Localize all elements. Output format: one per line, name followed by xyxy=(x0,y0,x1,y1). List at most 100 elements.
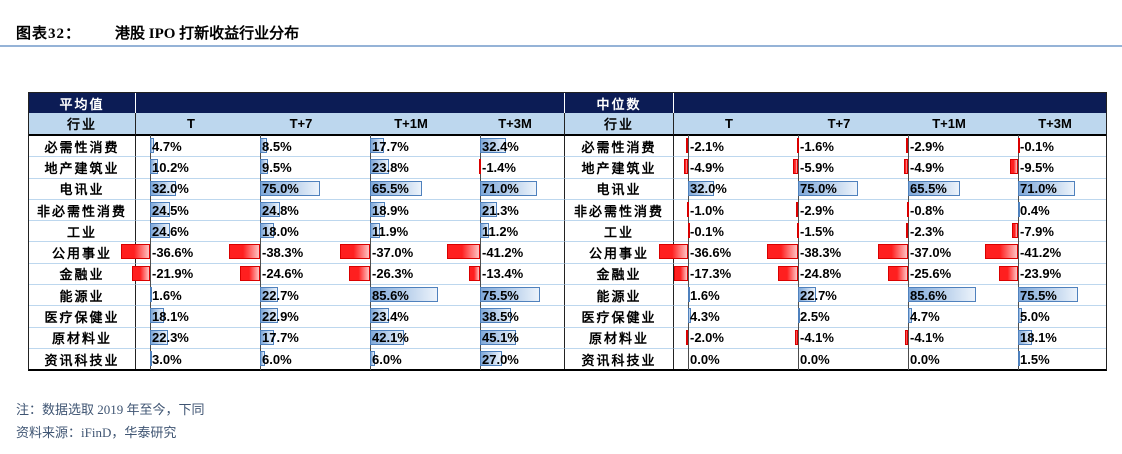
positive-data-bar xyxy=(798,308,800,324)
page-title: 港股 IPO 打新收益行业分布 xyxy=(115,26,300,42)
negative-data-bar xyxy=(907,201,910,217)
industry-cell: 医疗保健业 xyxy=(29,306,136,328)
negative-data-bar xyxy=(348,265,370,281)
value-cell: 75.0% xyxy=(246,177,356,200)
value-cell: 22.7% xyxy=(246,284,356,307)
value-label: -1.4% xyxy=(482,159,516,175)
positive-data-bar xyxy=(480,223,489,239)
negative-data-bar xyxy=(878,244,908,260)
negative-data-bar xyxy=(796,138,799,153)
positive-data-bar xyxy=(370,138,385,153)
positive-data-bar xyxy=(150,138,154,153)
value-label: 1.6% xyxy=(152,287,182,303)
negative-data-bar xyxy=(658,244,688,260)
value-label: 4.7% xyxy=(910,309,940,325)
value-label: 0.4% xyxy=(1020,202,1050,218)
value-cell: 32.0% xyxy=(136,177,246,200)
positive-data-bar xyxy=(1018,287,1079,303)
axis-line xyxy=(1018,262,1019,286)
value-cell: 4.3% xyxy=(674,305,784,328)
footnotes: 注：数据选取 2019 年至今，下同 资料来源：iFinD，华泰研究 xyxy=(16,398,205,444)
value-label: 75.0% xyxy=(262,181,299,197)
value-cell: 0.0% xyxy=(784,347,894,371)
group-header-average: 平均值 xyxy=(29,93,136,113)
column-header-t+3m: T+3M xyxy=(1004,113,1106,136)
axis-line xyxy=(908,135,909,158)
value-label: -1.5% xyxy=(800,223,834,239)
positive-data-bar xyxy=(150,287,152,303)
positive-data-bar xyxy=(370,159,390,175)
column-header-t+1m: T+1M xyxy=(356,113,466,136)
value-label: 11.2% xyxy=(482,223,519,239)
positive-data-bar xyxy=(908,308,912,324)
value-label: -2.1% xyxy=(690,138,724,154)
industry-cell: 地产建筑业 xyxy=(564,157,674,179)
exhibit-title: 图表32： 港股 IPO 打新收益行业分布 xyxy=(16,22,299,43)
value-cell: -38.3% xyxy=(229,241,356,264)
value-label: 75.5% xyxy=(482,287,519,303)
value-label: 11.9% xyxy=(372,223,409,239)
positive-data-bar xyxy=(1018,308,1022,324)
axis-line xyxy=(260,262,261,286)
value-label: 42.1% xyxy=(372,330,409,346)
axis-line xyxy=(908,220,909,243)
value-cell: -25.6% xyxy=(887,262,1004,286)
positive-data-bar xyxy=(908,287,977,303)
positive-data-bar xyxy=(370,223,380,239)
value-cell: 32.4% xyxy=(466,135,564,158)
value-label: 17.7% xyxy=(372,138,409,154)
value-label: 71.0% xyxy=(1020,181,1057,197)
positive-data-bar xyxy=(370,350,375,366)
value-label: 4.7% xyxy=(152,138,182,154)
value-cell: -2.1% xyxy=(674,135,784,158)
negative-data-bar xyxy=(1010,159,1018,175)
value-label: 23.8% xyxy=(372,159,409,175)
positive-data-bar xyxy=(1018,350,1020,366)
value-label: 65.5% xyxy=(910,181,947,197)
industry-cell: 工业 xyxy=(564,221,674,243)
value-label: 18.9% xyxy=(372,202,409,218)
positive-data-bar xyxy=(480,201,498,217)
positive-data-bar xyxy=(260,201,280,217)
positive-data-bar xyxy=(150,180,176,196)
value-cell: -21.9% xyxy=(132,262,246,286)
column-header-t+3m: T+3M xyxy=(466,113,564,136)
industry-cell: 非必需性消费 xyxy=(29,199,136,222)
positive-data-bar xyxy=(480,329,517,345)
negative-data-bar xyxy=(795,201,798,217)
value-cell: -2.9% xyxy=(784,198,894,222)
value-label: 27.0% xyxy=(482,351,519,367)
positive-data-bar xyxy=(150,308,165,324)
value-cell: -23.9% xyxy=(998,262,1106,286)
axis-line xyxy=(480,262,481,286)
negative-data-bar xyxy=(778,265,798,281)
value-label: -26.3% xyxy=(372,266,414,282)
value-label: -41.2% xyxy=(482,245,524,261)
industry-cell: 金融业 xyxy=(564,263,674,286)
value-label: 75.0% xyxy=(800,181,837,197)
value-label: 18.0% xyxy=(262,223,299,239)
value-cell: 11.9% xyxy=(356,220,466,243)
positive-data-bar xyxy=(260,223,275,239)
value-label: -24.6% xyxy=(262,266,304,282)
group-header-filler xyxy=(466,93,564,113)
negative-data-bar xyxy=(478,159,481,175)
positive-data-bar xyxy=(480,308,511,324)
negative-data-bar xyxy=(340,244,370,260)
negative-data-bar xyxy=(905,138,908,153)
value-label: 32.0% xyxy=(152,181,189,197)
value-cell: -2.3% xyxy=(894,220,1004,243)
industry-cell: 非必需性消费 xyxy=(564,199,674,222)
value-cell: 85.6% xyxy=(894,284,1004,307)
negative-data-bar xyxy=(998,265,1018,281)
negative-data-bar xyxy=(120,244,150,260)
value-cell: -4.1% xyxy=(894,326,1004,349)
value-label: -0.1% xyxy=(690,223,724,239)
negative-data-bar xyxy=(794,329,798,345)
axis-line xyxy=(908,347,909,371)
value-cell: 75.5% xyxy=(466,284,564,307)
value-cell: -1.0% xyxy=(674,198,784,222)
value-label: 0.0% xyxy=(690,351,720,367)
axis-line xyxy=(150,241,151,264)
value-cell: -4.9% xyxy=(674,156,784,179)
